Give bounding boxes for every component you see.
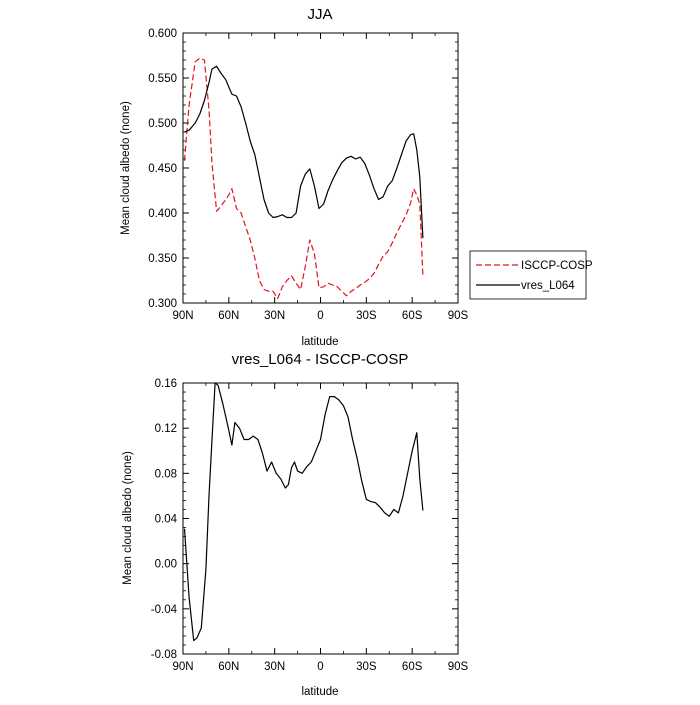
top-series-vres-l064 <box>184 65 424 239</box>
top-y-tick-label: 0.400 <box>148 208 177 220</box>
top-x-tick-label: 60N <box>218 310 239 322</box>
bottom-y-tick-label: -0.08 <box>151 649 177 661</box>
bottom-y-tick-label: 0.08 <box>155 468 177 480</box>
top-x-tick-label: 0 <box>317 310 323 322</box>
bottom-y-tick-label: 0.16 <box>155 378 177 390</box>
top-y-tick-label: 0.550 <box>148 73 177 85</box>
legend-label-isccp-cosp: ISCCP-COSP <box>521 260 593 272</box>
bottom-x-tick-label: 90N <box>172 661 193 673</box>
top-x-tick-label: 60S <box>402 310 423 322</box>
bottom-y-tick-label: -0.04 <box>151 604 178 616</box>
top-plot-frame <box>182 32 459 304</box>
legend-box <box>469 250 587 300</box>
top-x-tick-label: 30S <box>356 310 377 322</box>
top-x-tick-label: 90N <box>172 310 193 322</box>
top-y-tick-label: 0.450 <box>148 163 177 175</box>
legend: ISCCP-COSP vres_L064 <box>469 250 593 300</box>
bottom-x-tick-label: 90S <box>448 661 469 673</box>
bottom-x-tick-label: 60S <box>402 661 423 673</box>
top-x-axis-label: latitude <box>301 336 338 348</box>
bottom-panel-title: vres_L064 - ISCCP-COSP <box>232 351 409 368</box>
bottom-x-tick-label: 30S <box>356 661 377 673</box>
top-y-tick-label: 0.600 <box>148 28 177 40</box>
bottom-x-tick-label: 0 <box>317 661 323 673</box>
top-x-tick-label: 90S <box>448 310 469 322</box>
bottom-y-tick-label: 0.12 <box>155 423 177 435</box>
top-y-axis-label: Mean cloud albedo (none) <box>120 101 132 235</box>
top-plot-area: 90N 60N 30N 0 30S 60S 90S 0.300 0.350 0.400 0.450 0… <box>148 28 468 322</box>
bottom-y-axis-label: Mean cloud albedo (none) <box>122 451 134 585</box>
bottom-y-tick-label: 0.04 <box>155 514 178 526</box>
bottom-plot-area: 90N 60N 30N 0 30S 60S 90S -0.08 -0.04 0.00 0.04 0.0… <box>151 378 469 673</box>
top-y-tick-label: 0.500 <box>148 118 177 130</box>
top-panel-title: JJA <box>307 6 332 23</box>
bottom-y-tick-label: 0.00 <box>155 559 177 571</box>
top-panel: JJA 90N 60N 30N 0 30S 60S 90S 0.300 0.350 0.400 0.… <box>120 6 469 348</box>
bottom-panel: vres_L064 - ISCCP-COSP 90N 60N 30N 0 30S 60S 9… <box>122 351 469 698</box>
top-y-tick-label: 0.350 <box>148 253 177 265</box>
legend-label-vres-l064: vres_L064 <box>521 280 575 292</box>
bottom-series-difference <box>183 382 424 642</box>
top-series-isccp-cosp <box>183 57 424 300</box>
top-x-tick-label: 30N <box>264 310 285 322</box>
top-y-tick-label: 0.300 <box>148 298 177 310</box>
bottom-x-axis-label: latitude <box>301 686 338 698</box>
bottom-x-tick-label: 30N <box>264 661 285 673</box>
bottom-x-tick-label: 60N <box>218 661 239 673</box>
bottom-plot-frame <box>182 382 459 655</box>
